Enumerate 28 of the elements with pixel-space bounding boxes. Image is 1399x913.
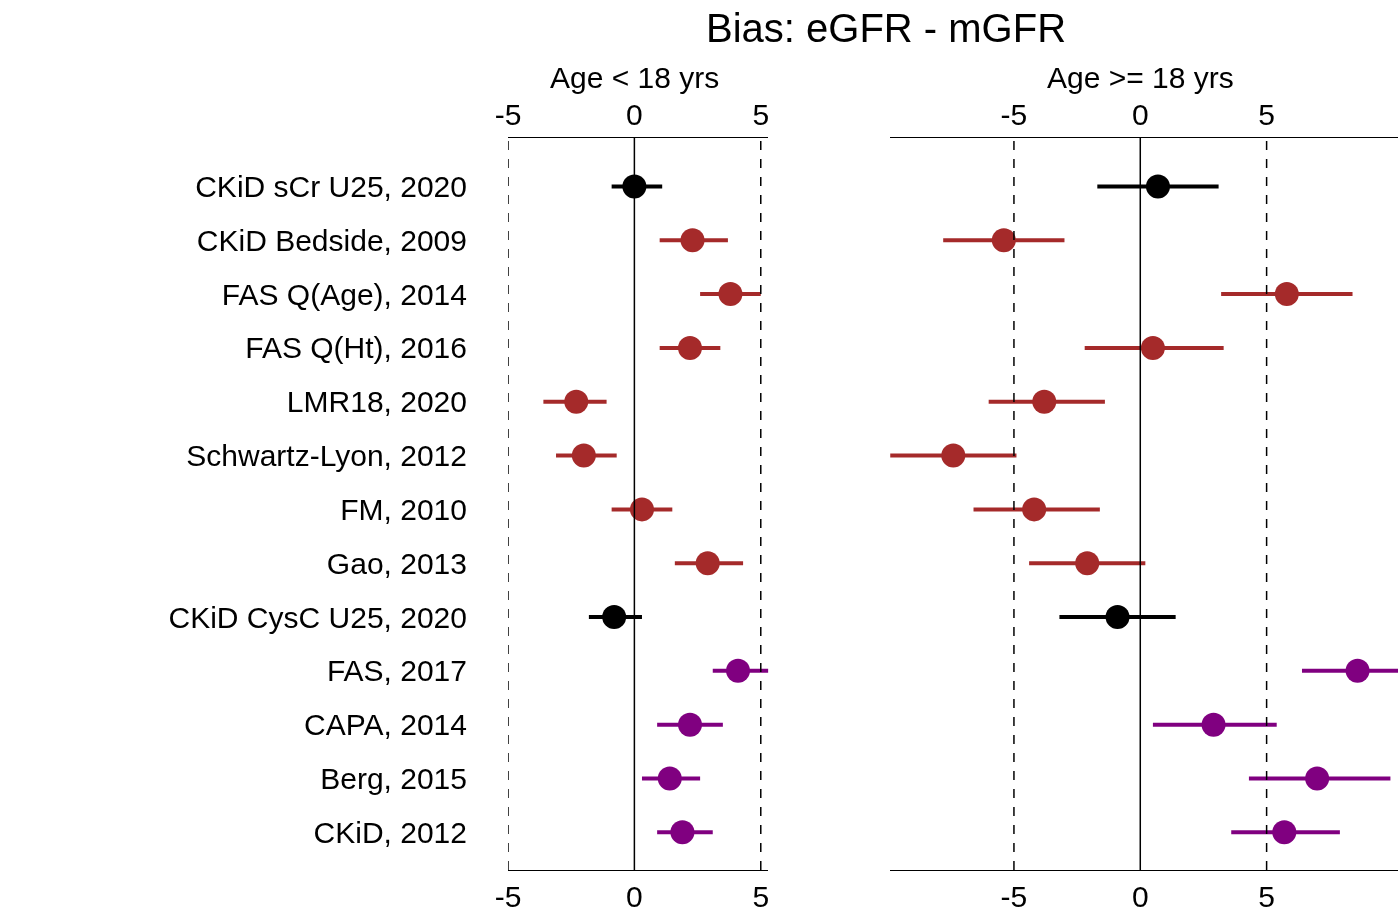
y-tick-label: CKiD CysC U25, 2020	[168, 600, 467, 634]
x-tick-label: -5	[1000, 880, 1028, 913]
x-tick-label: 5	[752, 880, 770, 913]
x2-tick-label: 0	[1131, 98, 1149, 131]
y-tick-label: CKiD Bedside, 2009	[196, 223, 467, 257]
chart-subtitle: Age >= 18 yrs	[1047, 61, 1234, 94]
x2-tick-label: 5	[752, 98, 770, 131]
y-tick-label: Berg, 2015	[320, 762, 467, 795]
x-tick-label: 0	[626, 880, 643, 913]
y-tick-label: FAS, 2017	[326, 654, 467, 688]
x2-tick-label: 0	[626, 98, 643, 131]
x-tick-label: 5	[1258, 880, 1275, 913]
x2-tick-label: -5	[494, 98, 522, 131]
chart-subtitle: Age < 18 yrs	[550, 61, 720, 94]
y-tick-label: Schwartz-Lyon, 2012	[186, 439, 467, 473]
y-tick-label: CAPA, 2014	[304, 708, 467, 742]
y-tick-label: LMR18, 2020	[286, 385, 467, 419]
y-tick-label: FM, 2010	[340, 492, 467, 526]
y-tick-label: FAS Q(Age), 2014	[221, 277, 467, 311]
y-tick-label: Gao, 2013	[326, 546, 467, 580]
x-tick-label: 0	[1131, 880, 1149, 913]
y-tick-label: CKiD sCr U25, 2020	[195, 169, 467, 203]
y-tick-label: CKiD, 2012	[313, 815, 467, 849]
x2-tick-label: 5	[1258, 98, 1275, 131]
y-tick-label: FAS Q(Ht), 2016	[245, 331, 467, 365]
x2-tick-label: -5	[1000, 98, 1028, 131]
text: Bias: eGFR - mGFR	[706, 6, 1067, 50]
x-tick-label: -5	[494, 880, 522, 913]
